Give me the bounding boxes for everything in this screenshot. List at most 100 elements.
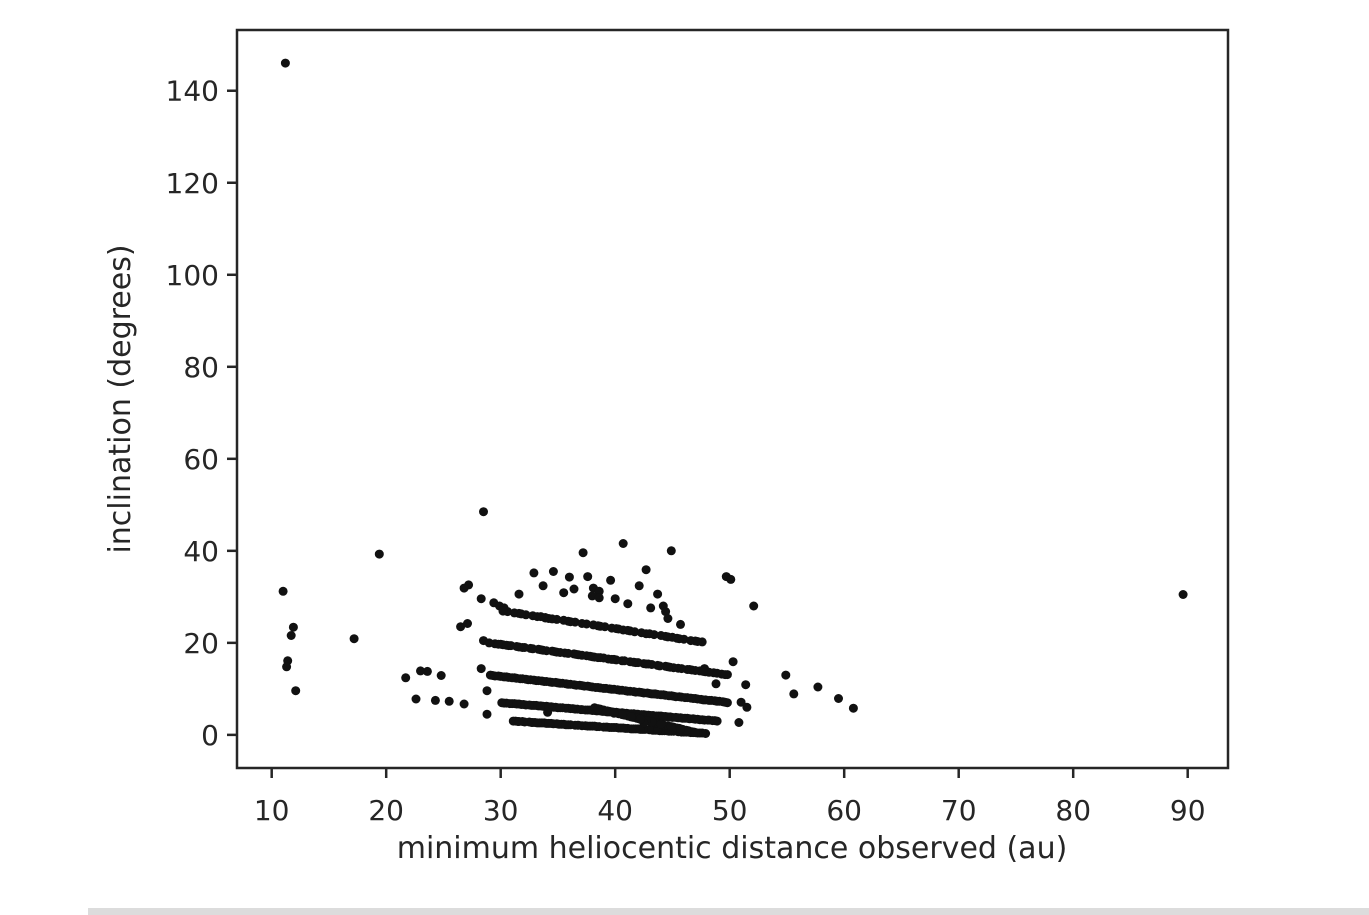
data-point	[848, 703, 858, 713]
y-tick-label: 60	[183, 443, 219, 476]
data-point	[280, 58, 290, 68]
data-point	[664, 691, 674, 701]
data-point	[646, 603, 656, 613]
data-point	[456, 622, 466, 632]
data-point	[726, 574, 736, 584]
data-point	[444, 696, 454, 706]
data-point	[509, 608, 519, 618]
data-point	[577, 619, 587, 628]
data-point	[288, 622, 298, 632]
data-point	[482, 686, 492, 696]
data-point	[781, 670, 791, 680]
data-point	[686, 636, 696, 646]
data-point	[278, 586, 288, 596]
data-point	[501, 640, 511, 650]
data-point	[459, 699, 469, 709]
data-point	[677, 692, 687, 702]
horizontal-scrollbar[interactable]	[88, 908, 1369, 915]
data-point	[459, 583, 469, 593]
data-point	[720, 697, 730, 707]
data-point	[551, 677, 561, 687]
data-point	[618, 723, 628, 733]
data-point	[625, 626, 635, 636]
data-point	[609, 708, 619, 718]
data-points	[278, 58, 1188, 738]
data-point	[512, 699, 522, 709]
data-point	[666, 546, 676, 556]
data-point	[685, 665, 695, 674]
data-point	[536, 612, 546, 622]
data-point	[602, 706, 612, 716]
data-point	[538, 581, 548, 591]
data-point	[422, 666, 432, 676]
data-point	[349, 634, 359, 644]
data-point	[614, 624, 624, 634]
data-point	[629, 657, 638, 667]
data-point	[482, 709, 492, 719]
x-tick-label: 70	[941, 794, 977, 827]
data-point	[578, 548, 588, 558]
data-point	[548, 567, 558, 576]
data-point	[505, 699, 515, 709]
data-point	[629, 687, 638, 697]
data-point	[749, 601, 759, 611]
x-tick-label: 30	[483, 794, 519, 827]
data-point	[411, 694, 421, 704]
data-point	[653, 589, 663, 599]
data-point	[559, 588, 569, 598]
data-point	[693, 637, 703, 646]
x-tick-label: 50	[712, 794, 748, 827]
data-point	[566, 617, 575, 627]
data-point	[789, 689, 799, 699]
data-point	[712, 696, 722, 706]
data-point	[642, 688, 652, 698]
data-point	[741, 680, 751, 690]
data-point	[555, 703, 565, 713]
data-point	[585, 651, 595, 661]
x-tick-label: 90	[1170, 794, 1206, 827]
y-tick-label: 40	[183, 535, 219, 568]
x-tick-label: 20	[368, 794, 404, 827]
data-point	[514, 642, 524, 652]
data-point	[529, 675, 539, 685]
x-tick-label: 10	[254, 794, 290, 827]
data-point	[607, 684, 617, 694]
data-point	[514, 717, 524, 726]
data-point	[559, 615, 569, 625]
data-point	[493, 671, 503, 681]
data-point	[645, 629, 654, 639]
data-point	[401, 673, 411, 683]
data-point	[583, 721, 593, 731]
data-point	[661, 607, 671, 617]
data-point	[666, 722, 676, 732]
data-point	[593, 704, 603, 714]
y-tick-label: 80	[183, 351, 219, 384]
data-point	[571, 649, 581, 659]
data-point	[813, 682, 823, 692]
data-point	[676, 724, 685, 734]
data-point	[514, 589, 524, 599]
data-point	[568, 704, 578, 714]
data-point	[576, 705, 586, 715]
data-point	[698, 666, 708, 676]
data-point	[282, 662, 292, 672]
data-point	[710, 716, 720, 726]
data-point	[607, 723, 617, 732]
data-point	[663, 662, 673, 672]
data-point	[617, 710, 627, 720]
data-point	[690, 728, 700, 738]
data-point	[501, 672, 511, 682]
data-point	[674, 634, 684, 644]
data-point	[563, 679, 573, 689]
data-point	[703, 715, 713, 725]
data-point	[476, 594, 486, 604]
y-tick-label: 20	[183, 627, 219, 660]
data-point	[712, 668, 722, 678]
data-point	[554, 719, 564, 729]
data-point	[583, 572, 593, 582]
data-point	[593, 653, 603, 663]
data-point	[607, 623, 617, 633]
data-point	[493, 639, 503, 649]
data-point	[524, 700, 534, 710]
